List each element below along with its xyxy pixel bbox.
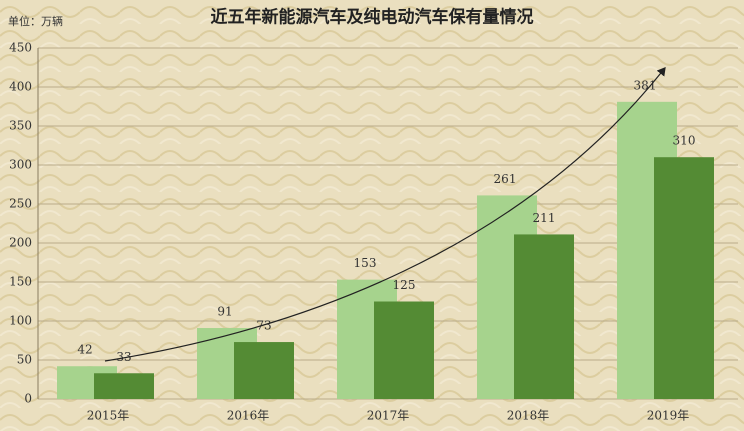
y-tick-label: 0 <box>24 392 32 406</box>
y-tick-label: 250 <box>9 197 32 211</box>
data-label: 153 <box>354 256 377 270</box>
bar <box>94 373 154 399</box>
x-tick-label: 2019年 <box>647 409 690 423</box>
bar <box>514 234 574 399</box>
bar <box>234 342 294 399</box>
data-label: 211 <box>533 211 556 225</box>
data-label: 381 <box>634 78 657 92</box>
data-label: 33 <box>116 350 131 364</box>
data-label: 261 <box>494 172 517 186</box>
trend-arrow <box>104 67 666 362</box>
y-tick-label: 450 <box>9 41 32 55</box>
x-tick-label: 2018年 <box>507 409 550 423</box>
data-label: 42 <box>77 343 92 357</box>
unit-label: 单位：万辆 <box>8 14 63 28</box>
y-tick-label: 100 <box>9 314 32 328</box>
y-tick-label: 350 <box>9 119 32 133</box>
y-tick-label: 400 <box>9 80 32 94</box>
y-tick-label: 300 <box>9 158 32 172</box>
bar <box>374 301 434 399</box>
x-tick-label: 2015年 <box>87 409 130 423</box>
y-tick-label: 50 <box>17 353 32 367</box>
y-tick-label: 150 <box>9 275 32 289</box>
bar <box>654 157 714 399</box>
y-tick-label: 200 <box>9 236 32 250</box>
data-label: 91 <box>217 305 232 319</box>
x-tick-label: 2016年 <box>227 409 270 423</box>
x-tick-label: 2017年 <box>367 409 410 423</box>
chart-title: 近五年新能源汽车及纯电动汽车保有量情况 <box>211 7 534 28</box>
data-label: 310 <box>673 134 696 148</box>
data-label: 125 <box>393 278 416 292</box>
